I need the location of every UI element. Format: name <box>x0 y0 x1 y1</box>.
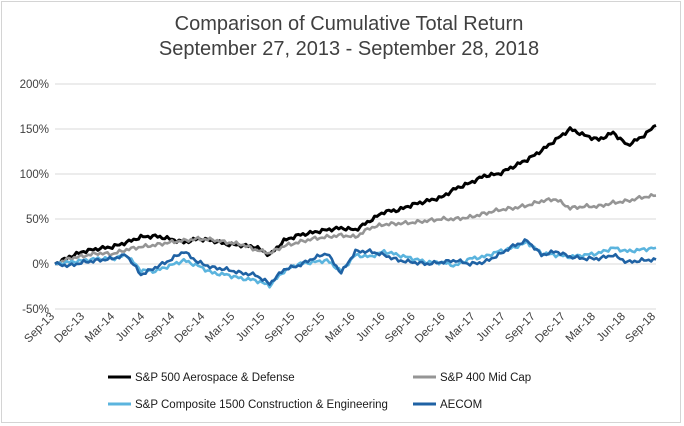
chart-subtitle: September 27, 2013 - September 28, 2018 <box>159 38 539 60</box>
y-tick-label: 100% <box>20 169 49 181</box>
series-line <box>54 193 657 266</box>
x-tick-label: Mar-18 <box>564 311 598 345</box>
x-tick-label: Jun-14 <box>114 310 148 344</box>
x-tick-label: Sep-14 <box>143 310 178 345</box>
legend-label: S&P 500 Aerospace & Defense <box>135 372 295 384</box>
y-axis: -50% 0% 50% 100% 150% 200% <box>20 79 49 316</box>
x-tick-label: Mar-16 <box>323 311 357 345</box>
x-tick-label: Sep-16 <box>383 311 418 346</box>
x-tick-label: Jun-15 <box>234 311 267 344</box>
y-tick-label: 50% <box>26 214 49 226</box>
x-tick-label: Sep-15 <box>263 311 298 346</box>
series-line <box>54 240 657 289</box>
x-tick-label: Dec-13 <box>52 311 87 346</box>
legend-label: AECOM <box>440 399 482 411</box>
x-tick-label: Dec-14 <box>173 310 208 345</box>
series-line <box>54 238 657 287</box>
x-tick-label: Dec-16 <box>413 311 448 346</box>
x-tick-label: Jun-17 <box>475 311 508 344</box>
chart-title: Comparison of Cumulative Total Return <box>175 13 524 35</box>
x-tick-label: Mar-14 <box>83 310 118 345</box>
x-tick-label: Mar-17 <box>444 311 478 345</box>
legend-label: S&P 400 Mid Cap <box>440 372 531 384</box>
y-tick-label: -50% <box>22 304 49 316</box>
x-axis: Sep-13Dec-13Mar-14Jun-14Sep-14Dec-14Mar-… <box>22 310 658 345</box>
legend-label: S&P Composite 1500 Construction & Engine… <box>135 399 388 411</box>
gridlines <box>55 83 656 310</box>
series-line <box>54 124 657 266</box>
x-tick-label: Jun-16 <box>354 311 387 344</box>
y-tick-label: 0% <box>32 259 49 271</box>
x-tick-label: Sep-18 <box>623 311 658 346</box>
y-tick-label: 200% <box>20 79 49 91</box>
series-lines <box>54 124 657 289</box>
x-tick-label: Jun-18 <box>595 311 628 344</box>
x-tick-label: Dec-15 <box>293 311 328 346</box>
x-tick-label: Sep-17 <box>503 311 538 346</box>
y-tick-label: 150% <box>20 124 49 136</box>
legend: S&P 500 Aerospace & Defense S&P 400 Mid C… <box>108 372 531 411</box>
x-tick-label: Dec-17 <box>533 311 568 346</box>
x-tick-label: Mar-15 <box>203 311 237 345</box>
